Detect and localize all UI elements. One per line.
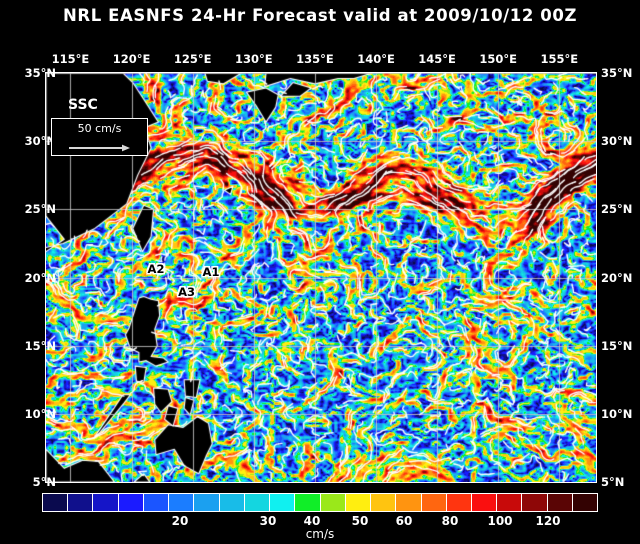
colorbar-tick-5: 80 [441, 514, 459, 528]
lat-tick-right-2: 25°N [601, 202, 633, 217]
figure-title: NRL EASNFS 24-Hr Forecast valid at 2009/… [62, 6, 578, 25]
vector-scale-box: 50 cm/s [51, 118, 148, 156]
colorbar-tick-2: 40 [303, 514, 321, 528]
lat-tick-right-5: 10°N [601, 406, 633, 421]
colorbar-swatch-4 [143, 494, 170, 511]
lon-tick-5: 140°E [357, 52, 395, 66]
colorbar-swatch-11 [320, 494, 346, 511]
colorbar-swatch-14 [396, 494, 422, 511]
colorbar-swatch-5 [169, 494, 195, 511]
colorbar-swatch-16 [446, 494, 472, 511]
lat-tick-left-4: 15°N [24, 338, 56, 353]
colorbar-swatch-13 [371, 494, 397, 511]
colorbar [42, 493, 598, 512]
lon-tick-1: 120°E [112, 52, 151, 66]
eddy-label-a1: A1 [202, 265, 220, 280]
colorbar-swatch-9 [270, 494, 296, 511]
colorbar-tick-4: 60 [395, 514, 413, 528]
lat-tick-right-6: 5°N [601, 475, 625, 489]
lat-tick-right-0: 35°N [601, 66, 633, 80]
colorbar-unit-label: cm/s [305, 527, 335, 541]
colorbar-tick-1: 30 [259, 514, 277, 528]
colorbar-swatch-1 [68, 494, 94, 511]
colorbar-swatch-15 [421, 494, 447, 511]
eddy-label-a2: A2 [147, 262, 165, 277]
colorbar-swatch-20 [547, 494, 573, 511]
lon-tick-6: 145°E [418, 52, 456, 66]
vector-scale-arrow-icon [69, 144, 130, 152]
colorbar-swatch-6 [194, 494, 220, 511]
colorbar-swatch-0 [43, 494, 69, 511]
colorbar-swatch-2 [93, 494, 119, 511]
ssc-legend-label: SSC [68, 97, 98, 113]
colorbar-swatch-19 [522, 494, 548, 511]
lat-tick-left-0: 35°N [24, 66, 56, 80]
lon-tick-7: 150°E [479, 52, 518, 66]
colorbar-swatch-18 [497, 494, 523, 511]
colorbar-swatch-3 [118, 494, 144, 511]
colorbar-tick-7: 120 [535, 514, 561, 528]
lat-tick-left-2: 25°N [24, 202, 56, 217]
colorbar-swatch-17 [471, 494, 498, 511]
lat-tick-right-1: 30°N [601, 134, 633, 149]
lat-tick-left-3: 20°N [24, 270, 56, 285]
lat-tick-left-5: 10°N [24, 406, 56, 421]
colorbar-swatch-8 [244, 494, 271, 511]
lat-tick-right-4: 15°N [601, 338, 633, 353]
colorbar-swatch-12 [345, 494, 372, 511]
lon-tick-4: 135°E [296, 52, 334, 66]
colorbar-tick-0: 20 [171, 514, 189, 528]
colorbar-tick-3: 50 [351, 514, 369, 528]
lon-tick-3: 130°E [234, 52, 273, 66]
lon-tick-8: 155°E [540, 52, 579, 66]
vector-scale-label: 50 cm/s [77, 122, 122, 135]
lon-tick-2: 125°E [173, 52, 212, 66]
lat-tick-right-3: 20°N [601, 270, 633, 285]
colorbar-swatch-21 [572, 494, 598, 511]
colorbar-swatch-10 [295, 494, 321, 511]
lon-tick-0: 115°E [51, 52, 90, 66]
colorbar-tick-6: 100 [487, 514, 513, 528]
lat-tick-left-1: 30°N [24, 134, 56, 149]
eddy-label-a3: A3 [178, 285, 195, 300]
lat-tick-left-6: 5°N [32, 475, 56, 489]
colorbar-swatch-7 [219, 494, 245, 511]
